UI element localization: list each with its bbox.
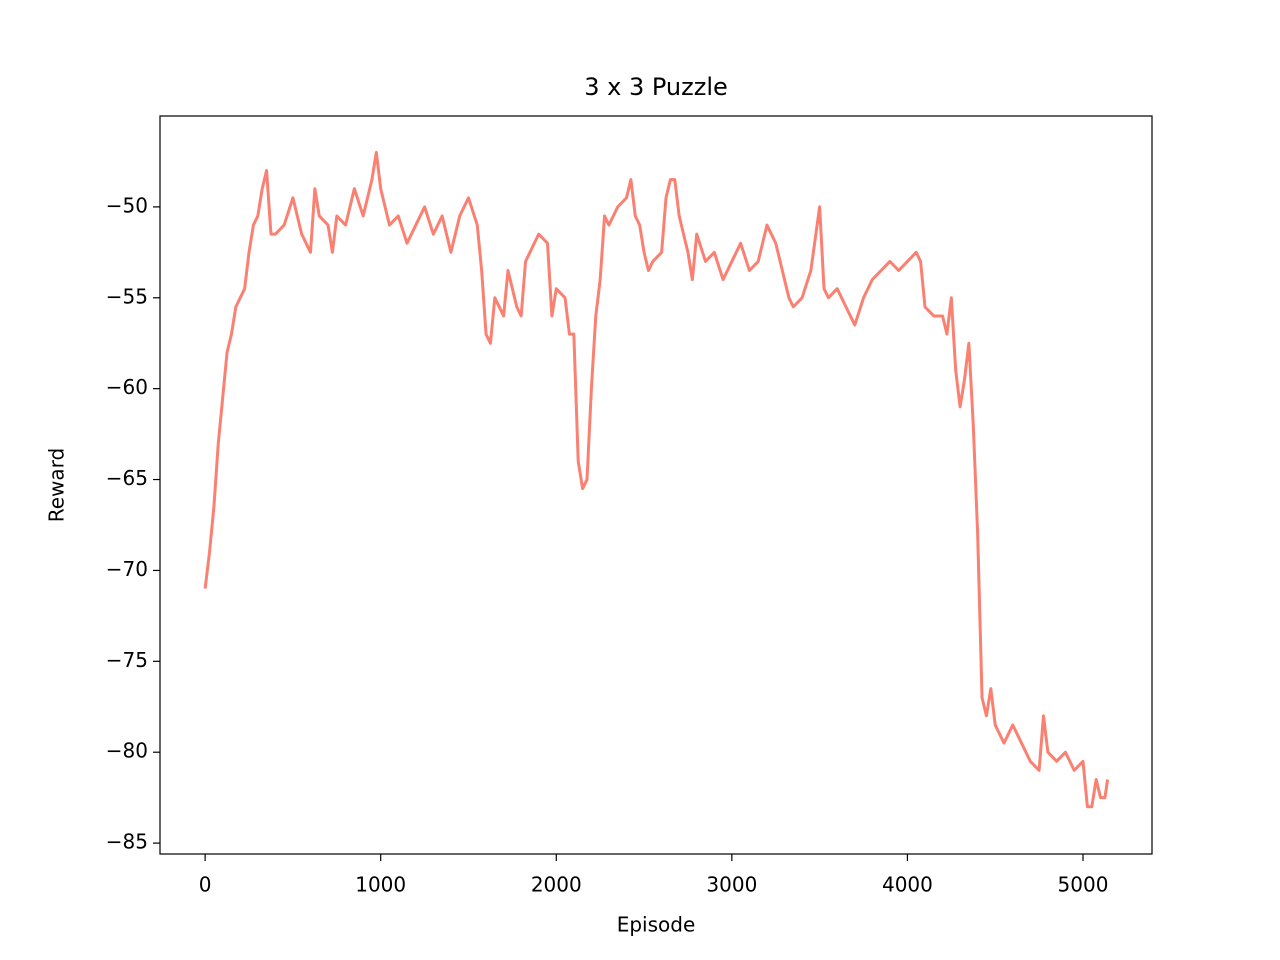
y-tick-label: −55 xyxy=(106,284,148,308)
x-tick-label: 2000 xyxy=(531,873,582,897)
x-tick-label: 5000 xyxy=(1058,873,1109,897)
chart-title: 3 x 3 Puzzle xyxy=(584,73,728,101)
y-tick-label: −80 xyxy=(106,739,148,763)
x-tick-label: 4000 xyxy=(882,873,933,897)
y-tick-label: −50 xyxy=(106,193,148,217)
y-axis-label: Reward xyxy=(45,448,69,522)
y-tick-label: −65 xyxy=(106,466,148,490)
x-axis-label: Episode xyxy=(617,913,696,937)
y-tick-label: −75 xyxy=(106,648,148,672)
y-tick-label: −60 xyxy=(106,375,148,399)
line xyxy=(203,150,1110,809)
x-tick-label: 1000 xyxy=(355,873,406,897)
x-tick-label: 0 xyxy=(199,873,212,897)
plot-frame xyxy=(159,115,1153,855)
y-tick-label: −70 xyxy=(106,557,148,581)
x-tick-label: 3000 xyxy=(706,873,757,897)
y-tick-label: −85 xyxy=(106,830,148,854)
